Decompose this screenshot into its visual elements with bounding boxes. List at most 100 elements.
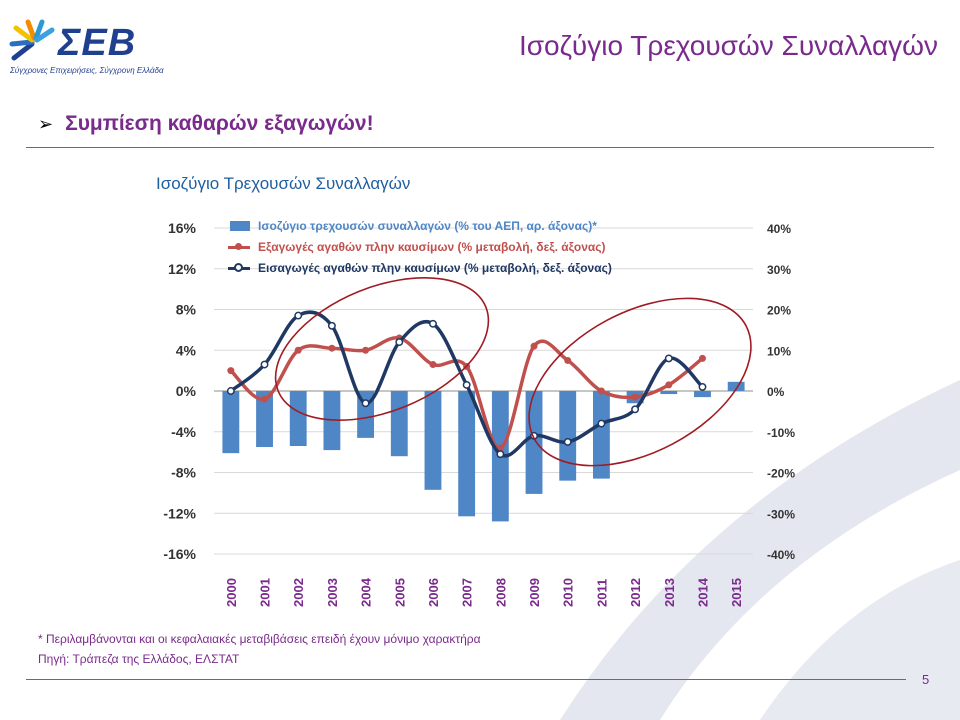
exports-point — [362, 346, 370, 354]
imports-point — [496, 450, 505, 459]
left-axis-tick-label: -4% — [171, 424, 196, 440]
footnote: * Περιλαμβάνονται και οι κεφαλαιακές μετ… — [38, 632, 481, 646]
left-axis-tick-label: 4% — [176, 342, 197, 358]
x-axis-tick-label: 2012 — [628, 578, 643, 607]
logo-wordmark: ΣΕΒ — [58, 22, 137, 64]
imports-point — [260, 360, 269, 369]
legend-label: Εξαγωγές αγαθών πλην καυσίμων (% μεταβολ… — [258, 239, 606, 254]
bar — [559, 391, 577, 481]
bar — [727, 381, 745, 391]
slide-title: Ισοζύγιο Τρεχουσών Συναλλαγών — [518, 30, 938, 61]
x-axis-tick-label: 2008 — [493, 578, 508, 607]
right-axis-tick-label: -40% — [767, 548, 795, 562]
logo-burst-icon — [9, 19, 55, 61]
imports-point — [631, 405, 640, 414]
x-axis-tick-label: 2010 — [561, 578, 576, 607]
legend-item-imports: Εισαγωγές αγαθών πλην καυσίμων (% μεταβο… — [228, 257, 612, 278]
left-axis-tick-label: -12% — [163, 505, 196, 521]
legend-item-balance: Ισοζύγιο τρεχουσών συναλλαγών (% του ΑΕΠ… — [228, 215, 612, 236]
x-axis-tick-label: 2006 — [426, 578, 441, 607]
imports-point — [226, 387, 235, 395]
arrow-bullet-icon: ➢ — [38, 113, 54, 134]
legend-line-swatch — [228, 240, 254, 254]
left-axis-tick-label: 8% — [176, 302, 197, 318]
exports-point — [294, 346, 302, 354]
right-axis-tick-label: 10% — [767, 344, 791, 358]
bar — [458, 391, 476, 517]
left-axis-tick-label: 0% — [176, 383, 197, 399]
legend-bar-swatch — [228, 219, 254, 233]
x-axis-tick-label: 2005 — [392, 578, 407, 607]
exports-point — [496, 444, 504, 452]
bar — [660, 391, 678, 395]
bar — [424, 391, 442, 490]
footer-divider — [26, 679, 906, 680]
x-axis-tick-label: 2000 — [224, 578, 239, 607]
bullet-text: Συμπίεση καθαρών εξαγωγών! — [65, 112, 374, 135]
imports-point — [361, 399, 370, 408]
imports-point — [395, 338, 404, 347]
exports-point — [227, 367, 235, 375]
imports-point — [327, 321, 336, 330]
x-axis-tick-label: 2002 — [291, 578, 306, 607]
source-note: Πηγή: Τράπεζα της Ελλάδος, ΕΛΣΤΑΤ — [38, 652, 240, 666]
bar — [592, 391, 610, 479]
right-axis-tick-label: -20% — [767, 467, 795, 481]
right-axis-tick-label: 0% — [767, 385, 785, 399]
exports-point — [698, 354, 706, 362]
exports-point — [530, 342, 538, 350]
exports-point — [328, 344, 336, 352]
bar — [256, 391, 273, 448]
legend-label: Εισαγωγές αγαθών πλην καυσίμων (% μεταβο… — [258, 260, 612, 275]
x-axis-tick-label: 2001 — [258, 578, 273, 607]
left-axis-tick-label: 12% — [168, 261, 197, 277]
legend-line-swatch — [228, 261, 254, 275]
chart-title: Ισοζύγιο Τρεχουσών Συναλλαγών — [156, 174, 411, 193]
imports-point — [294, 311, 303, 320]
exports-point — [564, 356, 572, 364]
exports-point — [261, 395, 269, 403]
x-axis-tick-label: 2009 — [527, 578, 542, 607]
bullet-point: ➢ Συμπίεση καθαρών εξαγωγών! — [38, 112, 374, 136]
imports-point — [698, 382, 707, 391]
highlight-ellipse-2002-2008 — [274, 277, 490, 421]
left-axis-tick-label: 16% — [168, 220, 197, 236]
left-axis-tick-label: -8% — [171, 465, 196, 481]
legend-label: Ισοζύγιο τρεχουσών συναλλαγών (% του ΑΕΠ… — [258, 218, 597, 233]
logo-tagline: Σύγχρονες Επιχειρήσεις, Σύγχρονη Ελλάδα — [10, 66, 164, 75]
x-axis-tick-label: 2003 — [325, 578, 340, 607]
imports-point — [597, 419, 606, 428]
exports-point — [597, 387, 605, 395]
imports-point — [429, 319, 437, 328]
x-axis-tick-label: 2014 — [695, 577, 710, 607]
exports-line — [229, 336, 704, 450]
exports-point — [429, 361, 437, 369]
imports-point — [664, 354, 673, 363]
page-number: 5 — [922, 672, 930, 687]
bar — [222, 391, 240, 454]
imports-point — [563, 437, 572, 446]
right-axis-tick-label: -30% — [767, 507, 795, 521]
right-axis-tick-label: 40% — [767, 222, 791, 236]
bar — [289, 391, 307, 447]
seb-logo: ΣΕΒ Σύγχρονες Επιχειρήσεις, Σύγχρονη Ελλ… — [6, 18, 176, 80]
bar — [390, 391, 408, 457]
x-axis-tick-label: 2007 — [460, 578, 475, 607]
exports-point — [631, 393, 639, 401]
right-axis-tick-label: 30% — [767, 263, 791, 277]
right-axis-tick-label: -10% — [767, 426, 795, 440]
imports-point — [462, 380, 471, 389]
right-axis-tick-label: 20% — [767, 304, 791, 318]
exports-point — [665, 381, 673, 389]
x-axis-tick-label: 2004 — [359, 577, 374, 607]
bar — [525, 391, 543, 494]
header-divider — [26, 147, 934, 148]
highlight-ellipse-2009-2015 — [528, 297, 752, 467]
left-axis-tick-label: -16% — [163, 546, 196, 562]
x-axis-tick-label: 2015 — [729, 578, 744, 607]
bar — [694, 391, 711, 398]
x-axis-tick-label: 2011 — [594, 579, 609, 607]
chart-legend: Ισοζύγιο τρεχουσών συναλλαγών (% του ΑΕΠ… — [228, 215, 612, 278]
